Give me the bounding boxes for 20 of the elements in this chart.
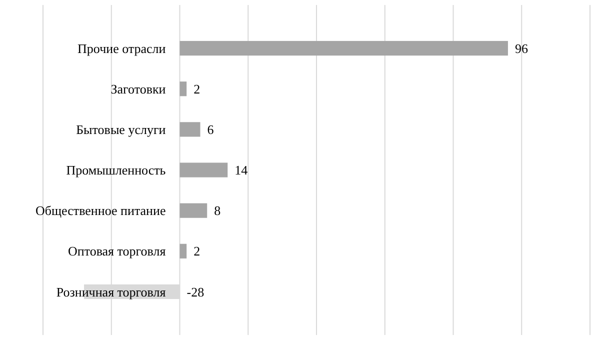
bar bbox=[180, 203, 208, 218]
bar bbox=[180, 82, 187, 96]
data-label: 8 bbox=[214, 203, 221, 218]
bar bbox=[180, 122, 200, 137]
data-label: 2 bbox=[194, 81, 200, 96]
y-tick-label: Заготовки bbox=[110, 81, 166, 96]
y-tick-label: Прочие отрасли bbox=[78, 40, 166, 56]
y-tick-label: Общественное питание bbox=[36, 203, 166, 218]
y-tick-label: Розничная торговля bbox=[56, 284, 166, 300]
data-label: 6 bbox=[207, 122, 214, 137]
y-tick-label: Оптовая торговля bbox=[68, 244, 166, 259]
bar bbox=[180, 40, 508, 56]
data-label: 2 bbox=[194, 244, 200, 259]
y-tick-label: Промышленность bbox=[66, 162, 166, 178]
data-label: 96 bbox=[514, 40, 528, 56]
y-tick-label: Бытовые услуги bbox=[76, 122, 166, 137]
data-label: 14 bbox=[234, 162, 248, 178]
data-label: -28 bbox=[186, 284, 204, 300]
bar bbox=[180, 162, 228, 178]
bar bbox=[180, 244, 187, 258]
